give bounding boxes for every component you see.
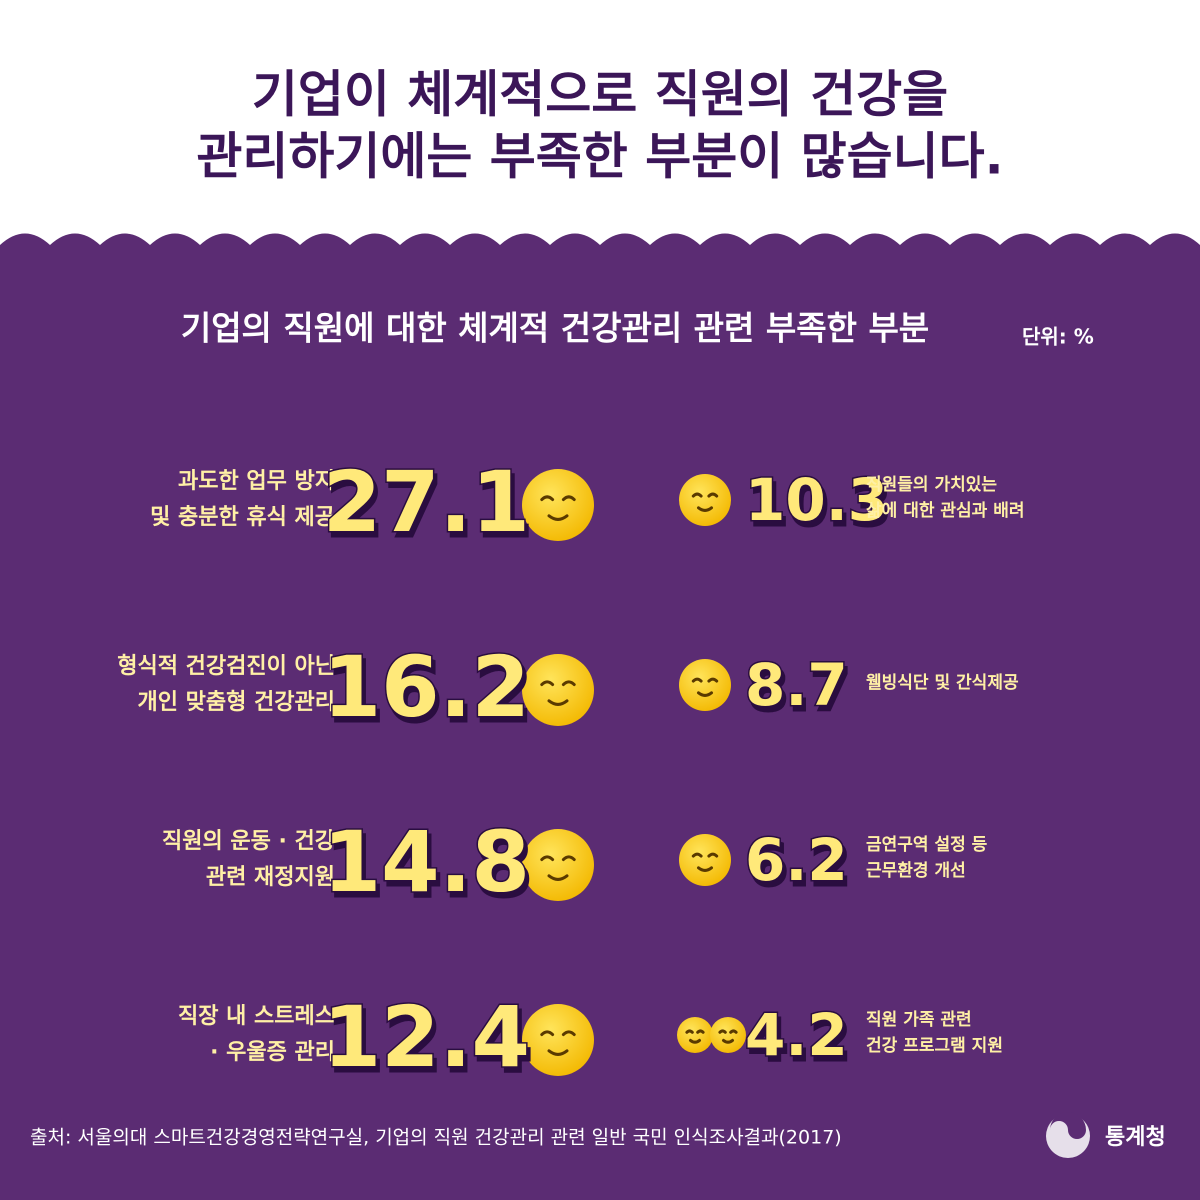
emoji-mouth	[697, 506, 713, 512]
emoji-face	[522, 469, 594, 541]
item-value: 8.7	[745, 651, 848, 719]
emoji-face	[522, 654, 594, 726]
emoji	[522, 1004, 594, 1076]
emoji-eyes	[718, 1029, 738, 1034]
item-value: 12.4	[323, 988, 530, 1086]
item-value: 14.8	[323, 813, 530, 911]
emoji-face	[679, 834, 731, 886]
emoji-mouth	[547, 1049, 569, 1056]
item-label: 직원 가족 관련	[866, 1010, 972, 1030]
emoji-mouth	[547, 699, 569, 706]
item-label: 직장 내 스트레스	[178, 1004, 335, 1029]
purple-panel	[0, 233, 1200, 1200]
emoji-eyes	[691, 492, 719, 498]
emoji-eyes	[540, 1030, 576, 1037]
item-label: 웰빙식단 및 간식제공	[866, 673, 1019, 693]
item-label: 개인 맞춤형 건강관리	[138, 690, 335, 715]
emoji	[710, 1017, 746, 1053]
source: 출처: 서울의대 스마트건강경영전략연구실, 기업의 직원 건강관리 관련 일반…	[30, 1127, 842, 1149]
emoji-eyes	[691, 852, 719, 858]
logo-mark	[1046, 1112, 1090, 1158]
item-label: 직원들의 가치있는	[866, 475, 997, 495]
item-label: 과도한 업무 방지	[178, 469, 335, 494]
emoji-face	[679, 474, 731, 526]
item-value: 10.3	[745, 466, 888, 534]
item-value: 16.2	[323, 638, 530, 736]
emoji-mouth	[697, 691, 713, 697]
item-label: 건강 프로그램 지원	[866, 1036, 1003, 1056]
item-label: 관련 재정지원	[206, 865, 335, 890]
emoji	[522, 469, 594, 541]
item-label: 금연구역 설정 등	[866, 835, 988, 855]
item-label: 삶에 대한 관심과 배려	[866, 501, 1025, 521]
emoji	[679, 834, 731, 886]
item-value: 4.2	[745, 1001, 848, 1069]
emoji	[522, 829, 594, 901]
subtitle: 기업의 직원에 대한 체계적 건강관리 관련 부족한 부분	[181, 309, 929, 348]
item-label: 및 충분한 휴식 제공	[150, 505, 335, 530]
emoji-mouth	[547, 514, 569, 521]
item-label: 형식적 건강검진이 아닌	[117, 654, 335, 679]
emoji	[679, 474, 731, 526]
emoji-face	[677, 1017, 713, 1053]
emoji	[677, 1017, 713, 1053]
item-value: 27.1	[323, 453, 530, 551]
emoji	[679, 659, 731, 711]
emoji-mouth	[697, 866, 713, 872]
unit: 단위: %	[1022, 325, 1094, 349]
emoji-mouth	[689, 1038, 701, 1044]
emoji-face	[522, 1004, 594, 1076]
emoji-eyes	[685, 1029, 705, 1034]
item-label: 근무환경 개선	[866, 861, 966, 881]
item-label: 직원의 운동 · 건강	[162, 829, 335, 854]
logo-text: 통계청	[1105, 1125, 1166, 1150]
emoji-eyes	[691, 677, 719, 683]
emoji-face	[710, 1017, 746, 1053]
emoji-eyes	[540, 680, 576, 687]
emoji-eyes	[540, 495, 576, 502]
title: 기업이 체계적으로 직원의 건강을	[252, 66, 948, 124]
title: 관리하기에는 부족한 부분이 많습니다.	[196, 128, 1003, 186]
emoji-mouth	[722, 1038, 734, 1044]
emoji-face	[679, 659, 731, 711]
emoji-eyes	[540, 855, 576, 862]
item-value: 6.2	[745, 826, 848, 894]
item-label: · 우울증 관리	[210, 1040, 335, 1065]
emoji-mouth	[547, 874, 569, 881]
emoji-face	[522, 829, 594, 901]
emoji	[522, 654, 594, 726]
